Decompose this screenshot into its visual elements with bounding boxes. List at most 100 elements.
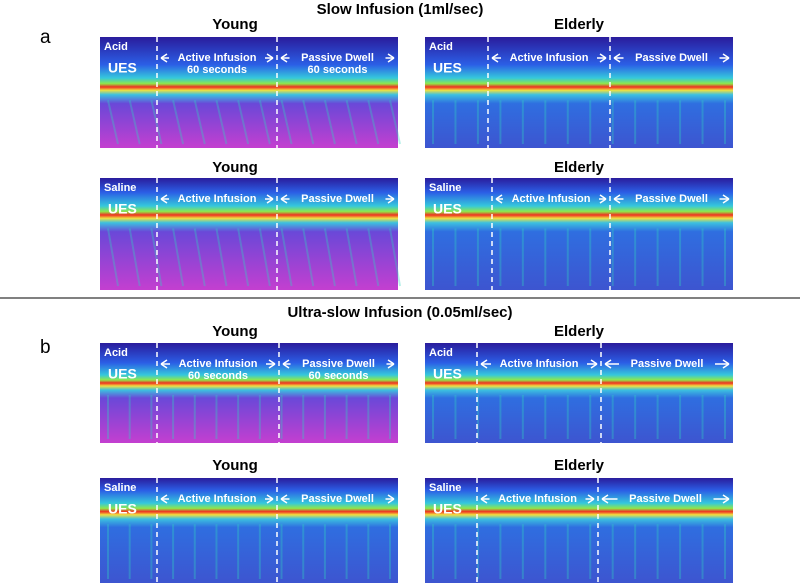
phase-arrow-head: [266, 53, 274, 63]
pressure-streak: [107, 100, 119, 145]
pressure-topography: [425, 37, 733, 148]
panel-heading: Young: [212, 457, 258, 474]
pressure-streak: [302, 228, 315, 287]
pressure-streak: [258, 100, 271, 145]
section-label: b: [40, 337, 51, 358]
phase-label: Passive Dwell: [301, 193, 374, 205]
phase-arrow-head: [613, 194, 621, 204]
pressure-streak: [367, 100, 380, 145]
pressure-streak: [280, 100, 293, 145]
pressure-streak: [389, 100, 401, 145]
phase-label: Active Infusion: [512, 193, 591, 205]
phase-arrow-head: [613, 53, 621, 63]
fluid-label: Saline: [104, 182, 136, 194]
panel-heading: Elderly: [554, 159, 605, 176]
pressure-streak: [237, 100, 250, 145]
pressure-topography: [100, 343, 398, 443]
section-label: a: [40, 27, 51, 48]
pressure-streak: [107, 228, 119, 287]
pressure-topography: [100, 178, 398, 290]
phase-arrow-head: [604, 359, 612, 369]
pressure-streak: [193, 228, 206, 287]
phase-arrow-head: [282, 359, 290, 369]
pressure-streak: [150, 228, 163, 287]
phase-duration: 60 seconds: [187, 64, 247, 76]
fluid-label: Acid: [429, 347, 453, 359]
phase-duration: 60 seconds: [188, 370, 248, 382]
sphincter-label: UES: [108, 60, 137, 76]
phase-arrow-head: [160, 494, 168, 504]
pressure-topography: [100, 37, 398, 148]
phase-arrow-head: [599, 194, 607, 204]
panel-heading: Elderly: [554, 16, 605, 33]
pressure-streak: [215, 228, 228, 287]
pressure-topography: [425, 178, 733, 290]
sphincter-label: UES: [433, 201, 462, 217]
phase-label: Active Infusion: [510, 52, 589, 64]
phase-duration: 60 seconds: [308, 64, 368, 76]
sphincter-label: UES: [108, 501, 137, 517]
pressure-streak: [128, 228, 141, 287]
pressure-streak: [193, 100, 206, 145]
phase-arrow-head: [722, 53, 730, 63]
fluid-label: Acid: [429, 41, 453, 53]
pressure-streak: [345, 228, 358, 287]
section-title: Slow Infusion (1ml/sec): [317, 1, 484, 18]
phase-arrow-head: [387, 359, 395, 369]
pressure-streak: [258, 228, 271, 287]
phase-arrow-head: [387, 494, 395, 504]
pressure-streak: [237, 228, 250, 287]
phase-label: Passive Dwell: [301, 52, 374, 64]
phase-label: Active Infusion: [500, 358, 579, 370]
phase-arrow-head: [590, 359, 598, 369]
fluid-label: Acid: [104, 41, 128, 53]
pressure-streak: [215, 100, 228, 145]
phase-arrow-head: [599, 53, 607, 63]
panel-heading: Young: [212, 16, 258, 33]
phase-label: Passive Dwell: [302, 358, 375, 370]
pressure-streak: [323, 228, 336, 287]
phase-arrow-head: [480, 359, 488, 369]
phase-arrow-head: [491, 53, 499, 63]
phase-arrow-head: [160, 53, 168, 63]
phase-label: Passive Dwell: [635, 52, 708, 64]
phase-arrow-head: [480, 494, 488, 504]
phase-arrow-head: [160, 194, 168, 204]
phase-arrow-head: [387, 194, 395, 204]
phase-label: Active Infusion: [178, 52, 257, 64]
phase-label: Active Infusion: [178, 193, 257, 205]
pressure-topography: [100, 478, 398, 583]
pressure-topography: [425, 478, 733, 583]
phase-label: Active Infusion: [178, 493, 257, 505]
panel-heading: Elderly: [554, 457, 605, 474]
sphincter-label: UES: [433, 366, 462, 382]
phase-arrow-head: [266, 194, 274, 204]
phase-arrow-head: [722, 494, 730, 504]
phase-arrow-head: [387, 53, 395, 63]
pressure-streak: [172, 100, 185, 145]
phase-arrow-head: [601, 494, 609, 504]
phase-arrow-head: [268, 359, 276, 369]
phase-arrow-head: [722, 194, 730, 204]
phase-arrow-head: [587, 494, 595, 504]
phase-arrow-head: [266, 494, 274, 504]
panel-heading: Young: [212, 323, 258, 340]
pressure-streak: [367, 228, 380, 287]
pressure-streak: [280, 228, 293, 287]
phase-label: Active Infusion: [498, 493, 577, 505]
fluid-label: Saline: [429, 182, 461, 194]
fluid-label: Saline: [429, 482, 461, 494]
panel-heading: Elderly: [554, 323, 605, 340]
sphincter-label: UES: [108, 201, 137, 217]
phase-label: Passive Dwell: [301, 493, 374, 505]
phase-label: Passive Dwell: [631, 358, 704, 370]
sphincter-label: UES: [433, 501, 462, 517]
fluid-label: Acid: [104, 347, 128, 359]
fluid-label: Saline: [104, 482, 136, 494]
pressure-streak: [345, 100, 358, 145]
phase-arrow-head: [160, 359, 168, 369]
pressure-streak: [302, 100, 315, 145]
phase-arrow-head: [722, 359, 730, 369]
pressure-streak: [172, 228, 185, 287]
